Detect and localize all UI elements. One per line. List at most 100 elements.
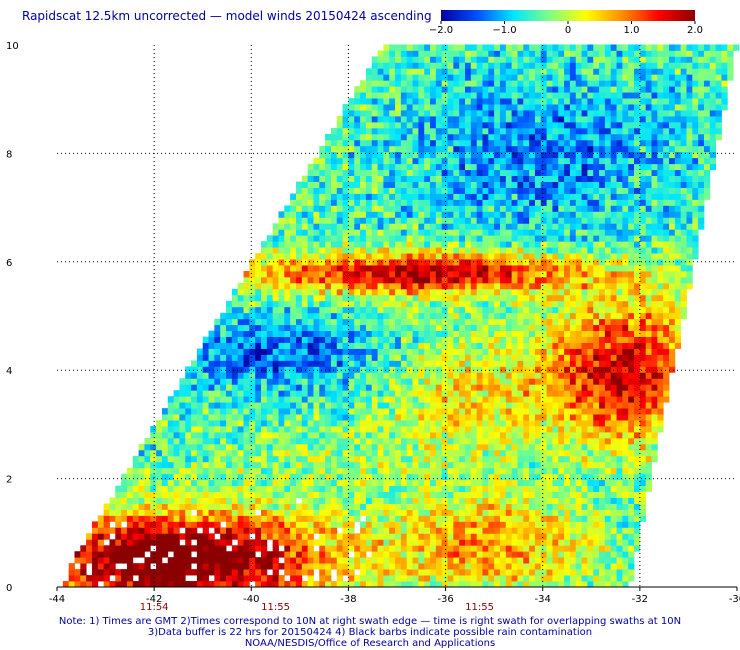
heatmap-cell bbox=[348, 545, 355, 552]
heatmap-cell bbox=[593, 312, 600, 320]
heatmap-cell bbox=[278, 402, 285, 409]
heatmap-cell bbox=[622, 342, 629, 349]
heatmap-cell bbox=[499, 288, 507, 296]
heatmap-cell bbox=[231, 509, 239, 516]
heatmap-cell bbox=[564, 348, 571, 355]
heatmap-cell bbox=[599, 348, 606, 355]
heatmap-cell bbox=[249, 455, 256, 463]
heatmap-cell bbox=[639, 408, 647, 415]
heatmap-cell bbox=[529, 545, 536, 552]
heatmap-cell bbox=[552, 300, 559, 308]
heatmap-cell bbox=[529, 342, 536, 349]
heatmap-cell bbox=[645, 366, 652, 373]
heatmap-cell bbox=[610, 485, 617, 493]
heatmap-cell bbox=[622, 503, 629, 510]
heatmap-cell bbox=[266, 509, 274, 516]
heatmap-cell bbox=[517, 276, 524, 284]
heatmap-cell bbox=[610, 336, 617, 343]
heatmap-cell bbox=[488, 575, 495, 582]
heatmap-cell bbox=[604, 431, 612, 439]
heatmap-cell bbox=[231, 479, 239, 487]
heatmap-cell bbox=[669, 354, 676, 361]
heatmap-cell bbox=[272, 443, 279, 451]
heatmap-cell bbox=[494, 545, 501, 552]
heatmap-cell bbox=[295, 324, 303, 332]
heatmap-cell bbox=[167, 443, 174, 451]
heatmap-cell bbox=[360, 366, 367, 373]
heatmap-cell bbox=[511, 527, 518, 534]
heatmap-cell bbox=[214, 449, 221, 457]
heatmap-cell bbox=[243, 420, 250, 427]
heatmap-cell bbox=[389, 426, 396, 433]
heatmap-cell bbox=[231, 300, 239, 308]
heatmap-cell bbox=[173, 431, 180, 439]
heatmap-cell bbox=[278, 372, 285, 379]
heatmap-cell bbox=[249, 479, 256, 487]
heatmap-cell bbox=[523, 569, 530, 576]
heatmap-cell bbox=[575, 318, 582, 326]
heatmap-cell bbox=[138, 551, 145, 558]
heatmap-cell bbox=[406, 449, 413, 457]
heatmap-cell bbox=[634, 467, 641, 475]
heatmap-cell bbox=[161, 426, 169, 433]
heatmap-cell bbox=[575, 354, 582, 361]
heatmap-cell bbox=[226, 455, 233, 463]
heatmap-cell bbox=[669, 324, 676, 332]
heatmap-cell bbox=[237, 420, 244, 427]
heatmap-cell bbox=[266, 420, 274, 427]
heatmap-cell bbox=[569, 426, 577, 433]
colorbar-tick-label: 1.0 bbox=[624, 25, 640, 36]
heatmap-cell bbox=[634, 342, 641, 349]
heatmap-cell bbox=[371, 372, 378, 379]
heatmap-cell bbox=[249, 354, 256, 361]
heatmap-cell bbox=[348, 491, 355, 498]
heatmap-cell bbox=[191, 384, 198, 391]
heatmap-cell bbox=[523, 491, 530, 498]
heatmap-cell bbox=[476, 330, 483, 337]
heatmap-cell bbox=[196, 384, 204, 391]
heatmap-cell bbox=[307, 288, 314, 296]
heatmap-cell bbox=[266, 426, 274, 433]
heatmap-cell bbox=[191, 485, 198, 493]
heatmap-cell bbox=[91, 551, 99, 558]
heatmap-cell bbox=[412, 426, 419, 433]
heatmap-cell bbox=[389, 467, 396, 475]
heatmap-cell bbox=[115, 539, 122, 546]
heatmap-cell bbox=[173, 402, 180, 409]
heatmap-cell bbox=[290, 402, 297, 409]
heatmap-cell bbox=[674, 288, 682, 296]
heatmap-cell bbox=[313, 342, 320, 349]
heatmap-cell bbox=[173, 509, 180, 516]
heatmap-cell bbox=[202, 479, 209, 487]
heatmap-cell bbox=[604, 503, 612, 510]
heatmap-cell bbox=[564, 521, 571, 528]
heatmap-cell bbox=[622, 276, 629, 284]
heatmap-cell bbox=[208, 533, 215, 540]
heatmap-cell bbox=[430, 336, 437, 343]
heatmap-cell bbox=[266, 294, 274, 302]
heatmap-cell bbox=[575, 563, 582, 570]
heatmap-cell bbox=[360, 300, 367, 308]
heatmap-cell bbox=[465, 336, 472, 343]
heatmap-cell bbox=[295, 241, 303, 248]
heatmap-cell bbox=[266, 491, 274, 498]
heatmap-cell bbox=[354, 420, 361, 427]
heatmap-cell bbox=[418, 563, 425, 570]
heatmap-cell bbox=[639, 366, 647, 373]
heatmap-cell bbox=[354, 545, 361, 552]
heatmap-cell bbox=[307, 300, 314, 308]
heatmap-cell bbox=[371, 259, 378, 266]
heatmap-cell bbox=[179, 390, 186, 397]
heatmap-cell bbox=[371, 575, 378, 582]
heatmap-cell bbox=[622, 241, 629, 248]
heatmap-cell bbox=[669, 318, 676, 326]
heatmap-cell bbox=[389, 557, 396, 564]
heatmap-cell bbox=[354, 265, 361, 272]
heatmap-cell bbox=[534, 372, 542, 379]
heatmap-cell bbox=[249, 426, 256, 433]
heatmap-cell bbox=[669, 265, 676, 272]
heatmap-cell bbox=[599, 521, 606, 528]
heatmap-cell bbox=[534, 282, 542, 290]
heatmap-cell bbox=[488, 557, 495, 564]
heatmap-cell bbox=[377, 443, 384, 451]
